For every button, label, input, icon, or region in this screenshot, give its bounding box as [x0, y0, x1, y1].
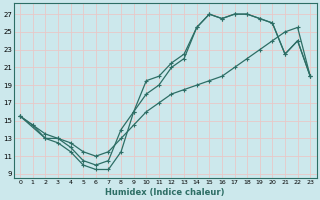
X-axis label: Humidex (Indice chaleur): Humidex (Indice chaleur) — [106, 188, 225, 197]
